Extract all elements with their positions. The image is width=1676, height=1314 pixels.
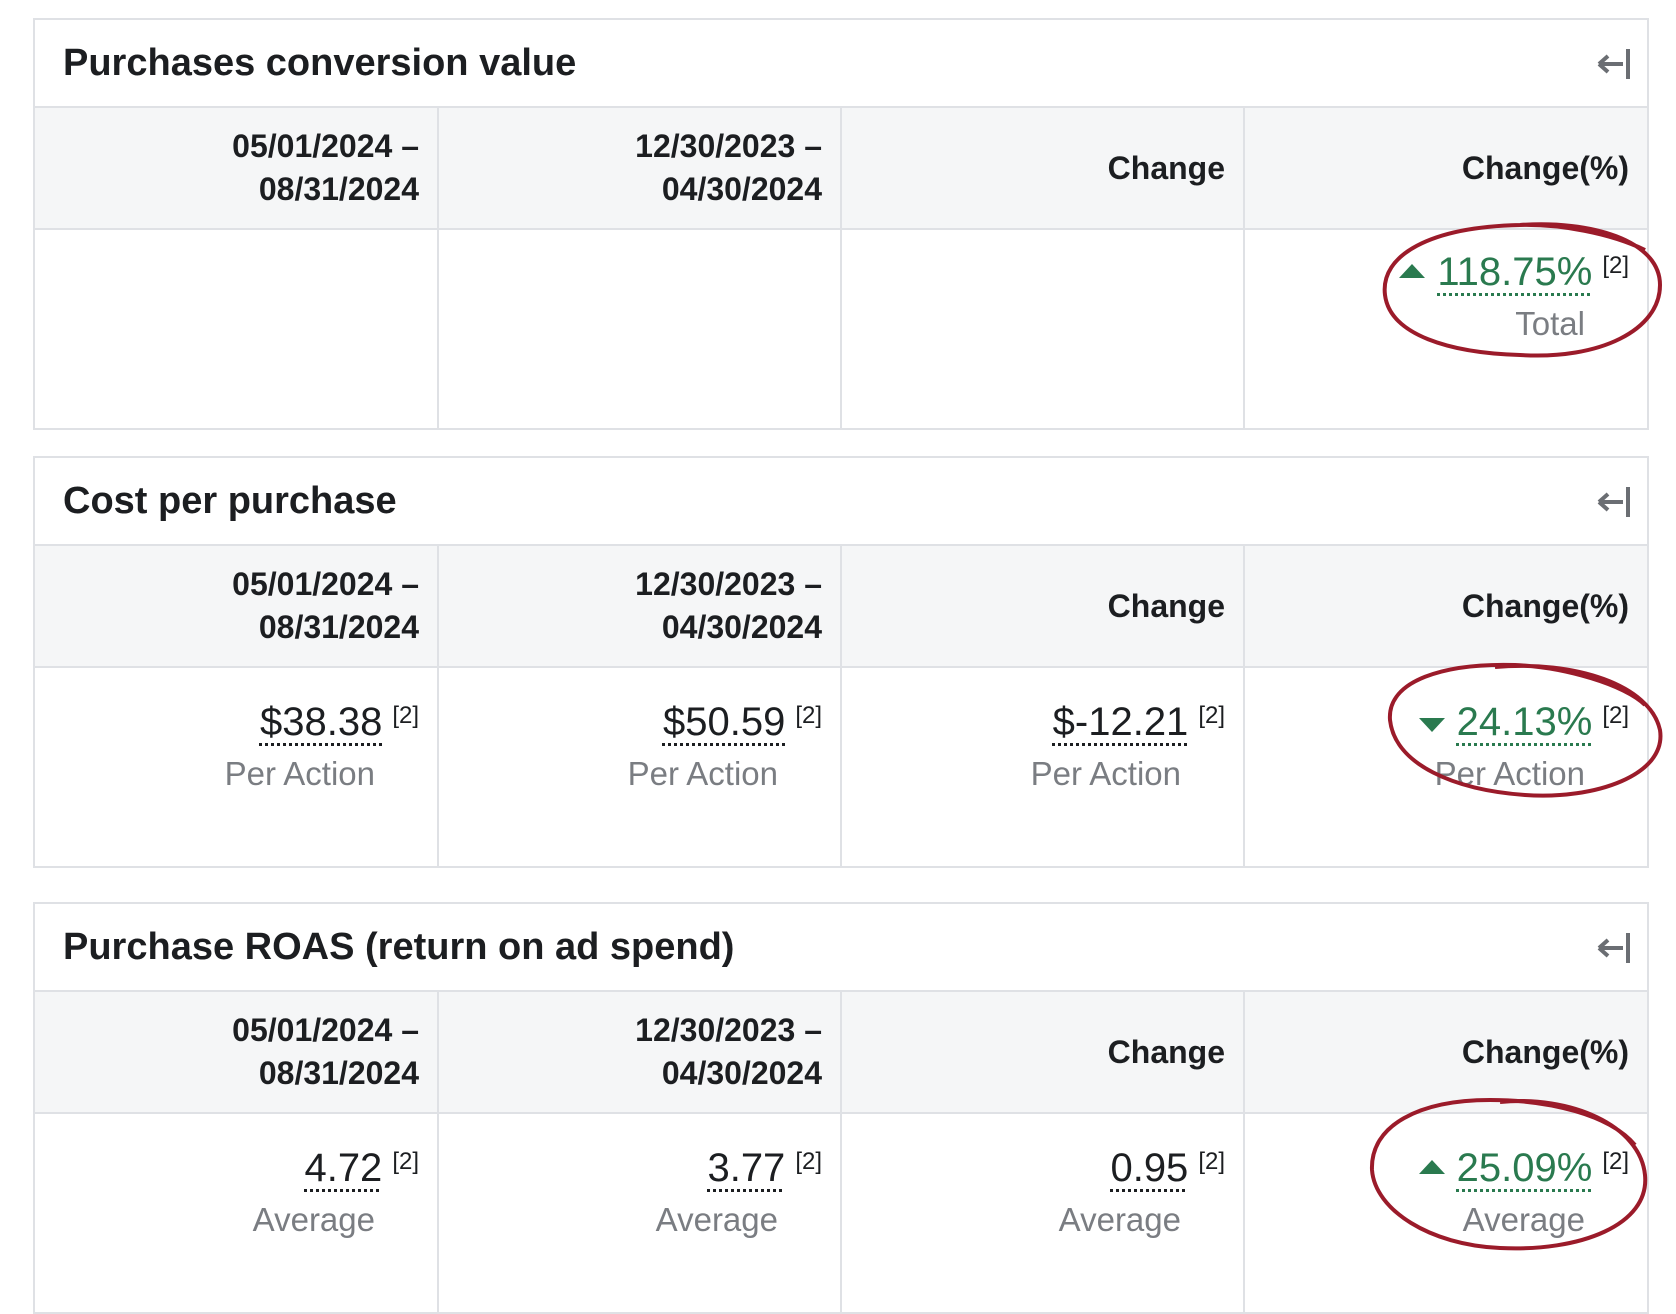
footnote-marker[interactable]: [2]: [1602, 1148, 1629, 1175]
cell-change-percent: 25.09% [2] Average: [1244, 1113, 1647, 1312]
metric-value[interactable]: 24.13%: [1456, 700, 1593, 744]
cell-change-percent: 24.13% [2] Per Action: [1244, 667, 1647, 866]
cell-current-period: $38.38 [2] Per Action: [35, 667, 439, 866]
footnote-marker[interactable]: [2]: [1198, 702, 1225, 729]
panel-purchase-roas: Purchase ROAS (return on ad spend) 05/01…: [33, 902, 1649, 1314]
cell-current-period: [35, 229, 439, 428]
metric-value[interactable]: 25.09%: [1456, 1146, 1593, 1190]
metric-value[interactable]: 4.72: [304, 1146, 383, 1190]
panel-header: Cost per purchase: [35, 458, 1647, 546]
metric-value[interactable]: $50.59: [662, 700, 786, 744]
metric-sublabel: Average: [252, 1201, 375, 1238]
trend-down-icon: [1418, 718, 1445, 732]
column-header-previous-period[interactable]: 12/30/2023 – 04/30/2024: [438, 992, 842, 1114]
metric-sublabel: Average: [1462, 1201, 1585, 1238]
panel-title: Purchase ROAS (return on ad spend): [63, 926, 735, 968]
panel-cost-per-purchase: Cost per purchase 05/01/2024 – 08/31/202…: [33, 456, 1649, 868]
column-header-previous-period[interactable]: 12/30/2023 – 04/30/2024: [438, 546, 842, 668]
cell-change-percent: 118.75% [2] Total: [1244, 229, 1647, 428]
cell-previous-period: $50.59 [2] Per Action: [438, 667, 842, 866]
metrics-table: 05/01/2024 – 08/31/2024 12/30/2023 – 04/…: [35, 992, 1647, 1312]
collapse-icon[interactable]: [1593, 930, 1633, 966]
column-header-change-percent[interactable]: Change(%): [1244, 546, 1647, 668]
metric-value[interactable]: 118.75%: [1437, 250, 1593, 294]
panel-header: Purchase ROAS (return on ad spend): [35, 904, 1647, 992]
metric-value[interactable]: 3.77: [707, 1146, 786, 1190]
footnote-marker[interactable]: [2]: [1602, 702, 1629, 729]
column-header-change-percent[interactable]: Change(%): [1244, 108, 1647, 230]
cell-change: [841, 229, 1245, 428]
metric-sublabel: Per Action: [627, 755, 778, 792]
cell-previous-period: 3.77 [2] Average: [438, 1113, 842, 1312]
cell-change: 0.95 [2] Average: [841, 1113, 1245, 1312]
footnote-marker[interactable]: [2]: [795, 702, 822, 729]
metrics-table: 05/01/2024 – 08/31/2024 12/30/2023 – 04/…: [35, 108, 1647, 428]
metric-sublabel: Average: [1058, 1201, 1181, 1238]
cell-change: $-12.21 [2] Per Action: [841, 667, 1245, 866]
trend-up-icon: [1418, 1160, 1445, 1174]
footnote-marker[interactable]: [2]: [392, 702, 419, 729]
footnote-marker[interactable]: [2]: [1602, 252, 1629, 279]
footnote-marker[interactable]: [2]: [392, 1148, 419, 1175]
cell-current-period: 4.72 [2] Average: [35, 1113, 439, 1312]
panel-header: Purchases conversion value: [35, 20, 1647, 108]
column-header-previous-period[interactable]: 12/30/2023 – 04/30/2024: [438, 108, 842, 230]
metric-value[interactable]: $-12.21: [1052, 700, 1189, 744]
column-header-change[interactable]: Change: [841, 108, 1245, 230]
column-header-current-period[interactable]: 05/01/2024 – 08/31/2024: [35, 992, 439, 1114]
panel-title: Purchases conversion value: [63, 42, 577, 84]
panel-purchases-conversion-value: Purchases conversion value 05/01/2024 – …: [33, 18, 1649, 430]
column-header-change[interactable]: Change: [841, 992, 1245, 1114]
metric-sublabel: Per Action: [224, 755, 375, 792]
metric-sublabel: Total: [1515, 305, 1585, 342]
metric-sublabel: Average: [655, 1201, 778, 1238]
footnote-marker[interactable]: [2]: [1198, 1148, 1225, 1175]
column-header-change[interactable]: Change: [841, 546, 1245, 668]
metric-value[interactable]: 0.95: [1110, 1146, 1189, 1190]
metric-value[interactable]: $38.38: [259, 700, 383, 744]
column-header-change-percent[interactable]: Change(%): [1244, 992, 1647, 1114]
collapse-icon[interactable]: [1593, 46, 1633, 82]
metric-sublabel: Per Action: [1030, 755, 1181, 792]
column-header-current-period[interactable]: 05/01/2024 – 08/31/2024: [35, 108, 439, 230]
metrics-table: 05/01/2024 – 08/31/2024 12/30/2023 – 04/…: [35, 546, 1647, 866]
trend-up-icon: [1399, 264, 1426, 278]
column-header-current-period[interactable]: 05/01/2024 – 08/31/2024: [35, 546, 439, 668]
collapse-icon[interactable]: [1593, 484, 1633, 520]
footnote-marker[interactable]: [2]: [795, 1148, 822, 1175]
panel-title: Cost per purchase: [63, 480, 397, 522]
cell-previous-period: [438, 229, 842, 428]
metric-sublabel: Per Action: [1434, 755, 1585, 792]
